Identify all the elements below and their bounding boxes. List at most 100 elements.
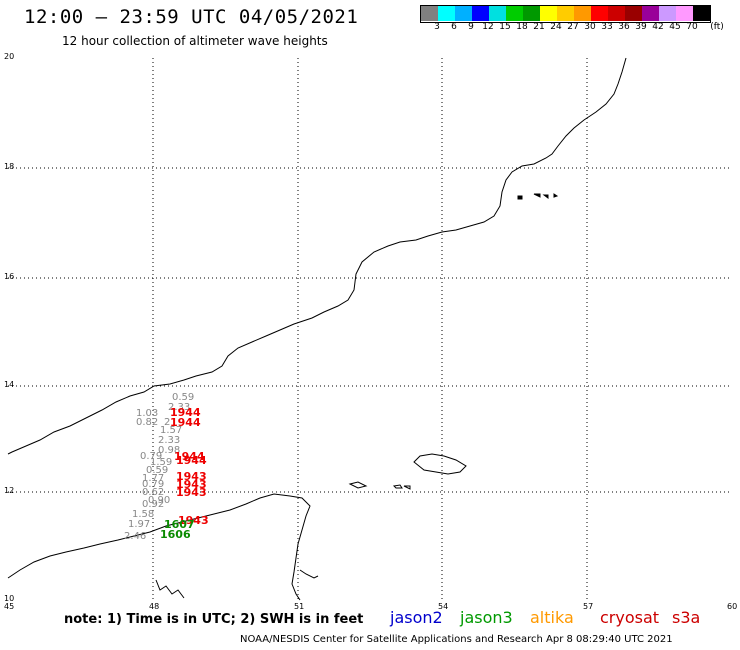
- kuria-muria-3: [542, 194, 549, 199]
- longitude-label: 54: [438, 602, 449, 611]
- wave-height-label: 1.03: [136, 408, 159, 419]
- kuria-muria-2: [533, 193, 541, 198]
- wave-height-label: 1.57: [160, 425, 183, 436]
- legend-label: 24: [550, 22, 562, 32]
- legend-swatch: [591, 6, 608, 21]
- wave-height-label: 0.79: [142, 479, 165, 490]
- legend-label: 36: [618, 22, 630, 32]
- mission-label: jason3: [460, 608, 513, 627]
- legend-swatch: [608, 6, 625, 21]
- wave-height-label: 1944: [174, 450, 205, 463]
- legend-swatch: [421, 6, 438, 21]
- legend-swatch: [438, 6, 455, 21]
- wave-height-label: 0.59: [172, 392, 195, 403]
- legend-label: 42: [652, 22, 664, 32]
- wave-height-label: 0.62: [142, 487, 165, 498]
- ras-asir-coast: [299, 569, 319, 579]
- legend-label: 27: [567, 22, 579, 32]
- legend-swatch: [489, 6, 506, 21]
- wave-height-label: 2.33: [168, 402, 191, 413]
- wave-height-label: 1944: [170, 416, 201, 429]
- socotra-island: [413, 453, 467, 475]
- wave-height-label: 1.58: [132, 509, 155, 520]
- legend-swatch: [676, 6, 693, 21]
- wave-height-label: 1.97: [128, 519, 151, 530]
- wave-height-label: 0.90: [148, 495, 171, 506]
- somali-coastline: [7, 493, 311, 601]
- legend-label: 3: [434, 22, 440, 32]
- latitude-label: 12: [4, 486, 15, 495]
- credit-line: NOAA/NESDIS Center for Satellite Applica…: [240, 634, 673, 645]
- legend-swatch: [659, 6, 676, 21]
- wave-height-label: 0.98: [158, 445, 181, 456]
- wave-height-label: 1944: [170, 406, 201, 419]
- page-subtitle: 12 hour collection of altimeter wave hei…: [62, 34, 328, 48]
- legend-label: (ft): [710, 22, 724, 32]
- legend-label: 9: [468, 22, 474, 32]
- legend-label: 15: [499, 22, 511, 32]
- legend-label: 21: [533, 22, 545, 32]
- legend-label: 18: [516, 22, 528, 32]
- wave-height-label: 1943: [178, 514, 209, 527]
- wave-height-label: 2.33: [158, 435, 181, 446]
- wave-height-label: 0.92: [142, 499, 165, 510]
- legend-swatch: [642, 6, 659, 21]
- legend-label: 45: [669, 22, 681, 32]
- wave-height-label: 0.79: [140, 451, 163, 462]
- mission-label: s3a: [672, 608, 701, 627]
- islet-1: [392, 484, 403, 489]
- footer-note: note: 1) Time is in UTC; 2) SWH is in fe…: [64, 612, 364, 627]
- wave-height-label: 1943: [176, 486, 207, 499]
- latitude-label: 20: [4, 52, 15, 61]
- longitude-label: 45: [4, 602, 15, 611]
- arabian-coastline: [7, 57, 627, 455]
- wave-height-label: 1943: [176, 478, 207, 491]
- legend-swatch: [625, 6, 642, 21]
- mission-label: cryosat: [600, 608, 660, 627]
- wave-height-label: 1606: [160, 528, 191, 541]
- legend-label: 39: [635, 22, 647, 32]
- coastline: [7, 57, 627, 601]
- legend-label: 6: [451, 22, 457, 32]
- latitude-label: 18: [4, 162, 15, 171]
- latitude-label: 10: [4, 594, 15, 603]
- latitude-label: 14: [4, 380, 15, 389]
- page-title: 12:00 – 23:59 UTC 04/05/2021: [24, 6, 359, 28]
- wave-height-label: 1943: [176, 470, 207, 483]
- legend-swatch: [455, 6, 472, 21]
- longitude-label: 57: [583, 602, 594, 611]
- legend-swatch: [574, 6, 591, 21]
- color-legend: [420, 5, 711, 23]
- legend-label: 70: [686, 22, 698, 32]
- grid-lines: [8, 58, 731, 600]
- wave-height-label: 1.77: [142, 473, 165, 484]
- kuria-muria-4: [553, 193, 559, 198]
- abd-al-kuri-island: [348, 481, 368, 489]
- legend-swatch: [472, 6, 489, 21]
- legend-swatch: [506, 6, 523, 21]
- wave-height-label: 2: [164, 417, 171, 428]
- kuria-muria-1: [517, 195, 523, 200]
- wave-height-label: 2.46: [124, 531, 147, 542]
- legend-swatch: [523, 6, 540, 21]
- mission-label: jason2: [390, 608, 443, 627]
- wave-height-label: 1.59: [150, 457, 173, 468]
- legend-swatch: [693, 6, 710, 21]
- legend-label: 30: [584, 22, 596, 32]
- legend-swatch: [540, 6, 557, 21]
- longitude-label: 51: [294, 602, 305, 611]
- wave-height-label: 0.82: [136, 417, 159, 428]
- islet-2: [403, 485, 411, 490]
- wave-height-label: 1607: [164, 518, 195, 531]
- wave-height-label: 1944: [176, 454, 207, 467]
- legend-label: 12: [482, 22, 494, 32]
- legend-swatch: [557, 6, 574, 21]
- latitude-label: 16: [4, 272, 15, 281]
- longitude-label: 48: [149, 602, 160, 611]
- legend-label: 33: [601, 22, 613, 32]
- mission-label: altika: [530, 608, 574, 627]
- longitude-label: 60: [727, 602, 738, 611]
- wave-height-label: 0.59: [146, 465, 169, 476]
- coastal-detail: [155, 579, 185, 599]
